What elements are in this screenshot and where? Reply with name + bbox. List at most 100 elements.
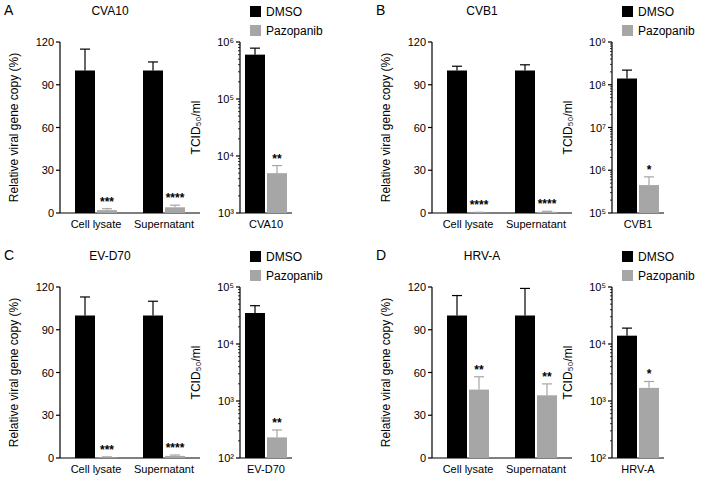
error-cap — [520, 288, 530, 289]
error-bar — [524, 65, 525, 71]
y-tick — [236, 343, 240, 344]
error-bar — [478, 377, 479, 390]
y-tick-label: 0 — [48, 207, 54, 219]
minor-tick — [610, 157, 612, 158]
minor-tick — [238, 316, 240, 317]
x-tick-label: Supernatant — [134, 218, 194, 230]
minor-tick — [238, 111, 240, 112]
y-tick-label: 60 — [414, 122, 426, 134]
y-tick — [428, 212, 432, 213]
minor-tick — [238, 81, 240, 82]
y-tick-label: 60 — [42, 367, 54, 379]
panel-label: B — [376, 2, 385, 18]
bar — [143, 316, 163, 459]
y-tick-label: 0 — [420, 207, 426, 219]
y-tick-label: 10⁶ — [217, 36, 234, 48]
y-tick-label: 10² — [590, 452, 606, 464]
minor-tick — [238, 292, 240, 293]
x-tick-label: Supernatant — [134, 463, 194, 475]
minor-tick — [238, 352, 240, 353]
x-tick-label: Cell lysate — [443, 463, 494, 475]
error-cap — [452, 66, 462, 67]
x-tick-label: CVB1 — [624, 218, 653, 230]
error-bar — [254, 48, 255, 54]
minor-tick — [610, 409, 612, 410]
legend-swatch — [250, 6, 261, 17]
minor-tick — [610, 48, 612, 49]
minor-tick — [610, 326, 612, 327]
bars — [617, 70, 659, 213]
y-tick-label: 10⁴ — [217, 150, 234, 162]
bar — [469, 390, 489, 458]
chart: TCID₅₀/ml10⁵10⁶10⁷10⁸10⁹*CVB1DMSOPazopan… — [561, 5, 695, 230]
minor-tick — [238, 373, 240, 374]
minor-tick — [238, 47, 240, 48]
minor-tick — [610, 144, 612, 145]
bars — [75, 297, 185, 458]
minor-tick — [610, 134, 612, 135]
minor-tick — [238, 64, 240, 65]
error-bar — [84, 297, 85, 316]
error-cap — [622, 70, 632, 71]
legend-label: Pazopanib — [266, 24, 323, 38]
bar — [537, 212, 557, 213]
minor-tick — [610, 289, 612, 290]
minor-tick — [238, 440, 240, 441]
minor-tick — [238, 161, 240, 162]
bars — [447, 65, 557, 213]
minor-tick — [238, 418, 240, 419]
error-bar — [626, 328, 627, 336]
y-tick-label: 30 — [42, 409, 54, 421]
error-bar — [276, 166, 277, 174]
minor-tick — [238, 128, 240, 129]
bars — [75, 49, 185, 213]
y-tick-label: 10⁴ — [217, 338, 234, 350]
minor-tick — [238, 299, 240, 300]
minor-tick — [610, 295, 612, 296]
minor-tick — [610, 349, 612, 350]
y-tick-label: 10⁵ — [217, 281, 234, 293]
minor-tick — [610, 46, 612, 47]
y-tick-label: 30 — [414, 164, 426, 176]
y-tick-label: 60 — [414, 367, 426, 379]
minor-tick — [610, 59, 612, 60]
bar — [537, 395, 557, 458]
y-tick-label: 10⁷ — [590, 122, 606, 134]
minor-tick — [238, 158, 240, 159]
minor-tick — [238, 178, 240, 179]
minor-tick — [238, 304, 240, 305]
minor-tick — [610, 174, 612, 175]
title: CVB1 — [466, 4, 498, 18]
bars — [245, 306, 287, 458]
y-tick — [236, 457, 240, 458]
error-cap — [452, 295, 462, 296]
y-axis-label: TCID₅₀/ml — [189, 346, 203, 400]
significance: **** — [166, 191, 185, 205]
error-cap — [520, 64, 530, 65]
title: CVA10 — [91, 4, 128, 18]
bar — [165, 207, 185, 213]
minor-tick — [610, 352, 612, 353]
annotations: * — [647, 163, 652, 177]
minor-tick — [610, 413, 612, 414]
legend-swatch — [250, 25, 261, 36]
x-tick-label: Supernatant — [506, 218, 566, 230]
minor-tick — [238, 195, 240, 196]
error-bar — [648, 177, 649, 185]
y-tick — [608, 212, 612, 213]
bar — [245, 55, 265, 213]
minor-tick — [610, 304, 612, 305]
minor-tick — [610, 361, 612, 362]
chart: DHRV-ARelative viral gene copy (%)030609… — [376, 247, 572, 475]
bars — [245, 48, 287, 213]
minor-tick — [610, 423, 612, 424]
y-tick — [608, 170, 612, 171]
minor-tick — [238, 403, 240, 404]
legend-label: Pazopanib — [638, 269, 695, 283]
y-tick — [608, 84, 612, 85]
minor-tick — [610, 366, 612, 367]
error-cap — [148, 61, 158, 62]
annotations: * — [647, 367, 652, 381]
legend-swatch — [622, 270, 633, 281]
minor-tick — [238, 346, 240, 347]
